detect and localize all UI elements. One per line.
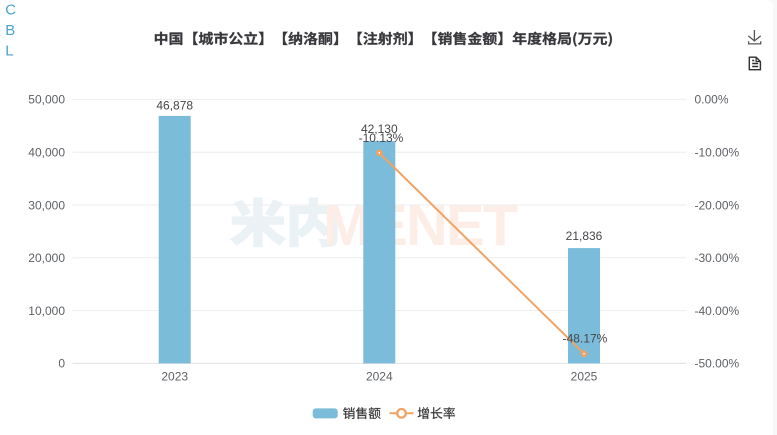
svg-text:-20.00%: -20.00% <box>695 198 740 212</box>
svg-text:30,000: 30,000 <box>28 198 65 212</box>
svg-text:-40.00%: -40.00% <box>695 304 740 318</box>
svg-text:-50.00%: -50.00% <box>695 357 740 371</box>
svg-text:46,878: 46,878 <box>156 98 193 112</box>
svg-text:42,130: 42,130 <box>361 122 398 136</box>
svg-text:-10.00%: -10.00% <box>695 146 740 160</box>
svg-text:2023: 2023 <box>161 370 188 384</box>
svg-text:-30.00%: -30.00% <box>695 251 740 265</box>
svg-text:MENET: MENET <box>323 194 518 258</box>
svg-text:-48.17%: -48.17% <box>563 331 608 345</box>
svg-text:L: L <box>5 43 13 60</box>
svg-text:2025: 2025 <box>571 370 598 384</box>
svg-text:40,000: 40,000 <box>28 146 65 160</box>
svg-text:C: C <box>5 2 16 19</box>
svg-text:21,836: 21,836 <box>566 229 603 243</box>
svg-text:0.00%: 0.00% <box>695 93 729 107</box>
svg-text:B: B <box>5 22 15 39</box>
svg-text:-10.13%: -10.13% <box>359 131 404 145</box>
svg-text:2024: 2024 <box>366 370 393 384</box>
svg-text:10,000: 10,000 <box>28 304 65 318</box>
svg-text:0: 0 <box>58 357 65 371</box>
svg-text:20,000: 20,000 <box>28 251 65 265</box>
svg-text:50,000: 50,000 <box>28 93 65 107</box>
